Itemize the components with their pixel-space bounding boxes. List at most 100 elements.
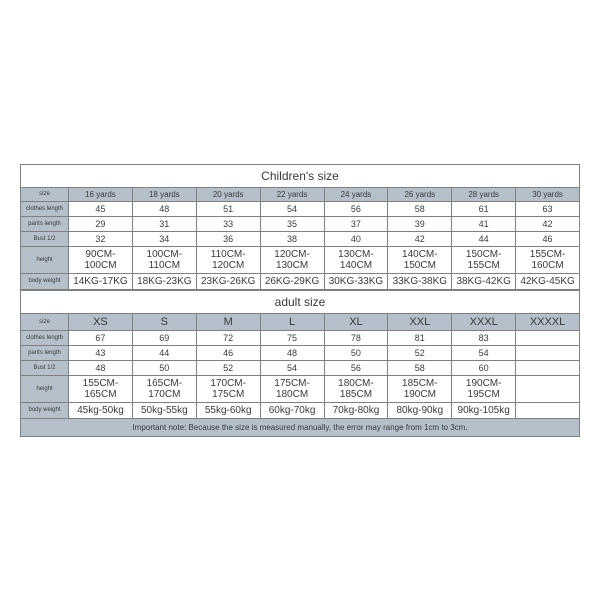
children-title: Children's size: [21, 164, 580, 187]
cell: 110CM-120CM: [196, 246, 260, 273]
cell: [516, 402, 580, 418]
col-18: 18 yards: [132, 187, 196, 201]
cell: 175CM-180CM: [260, 375, 324, 402]
cell: 46: [196, 345, 260, 360]
cell: 61: [452, 201, 516, 216]
row-label: height: [21, 375, 69, 402]
cell: 155CM-165CM: [69, 375, 133, 402]
cell: 54: [260, 360, 324, 375]
cell: 120CM-130CM: [260, 246, 324, 273]
cell: 190CM-195CM: [452, 375, 516, 402]
cell: 56: [324, 360, 388, 375]
cell: 90kg-105kg: [452, 402, 516, 418]
col-m: M: [196, 313, 260, 330]
cell: 54: [260, 201, 324, 216]
cell: 58: [388, 201, 452, 216]
cell: 185CM-190CM: [388, 375, 452, 402]
table-row: Bust 1/2 48 50 52 54 56 58 60: [21, 360, 580, 375]
table-row: pants length 29 31 33 35 37 39 41 42: [21, 216, 580, 231]
cell: 44: [132, 345, 196, 360]
cell: 14KG-17KG: [69, 273, 133, 289]
cell: 130CM-140CM: [324, 246, 388, 273]
row-label: body weight: [21, 402, 69, 418]
cell: 23KG-26KG: [196, 273, 260, 289]
table-row: height 155CM-165CM 165CM-170CM 170CM-175…: [21, 375, 580, 402]
cell: 46: [516, 231, 580, 246]
col-30: 30 yards: [516, 187, 580, 201]
cell: 140CM-150CM: [388, 246, 452, 273]
cell: 26KG-29KG: [260, 273, 324, 289]
cell: 31: [132, 216, 196, 231]
cell: 51: [196, 201, 260, 216]
col-l: L: [260, 313, 324, 330]
cell: 81: [388, 330, 452, 345]
children-title-row: Children's size: [21, 164, 580, 187]
note-row: Important note: Because the size is meas…: [21, 418, 580, 436]
cell: 38KG-42KG: [452, 273, 516, 289]
row-label: body weight: [21, 273, 69, 289]
cell: 29: [69, 216, 133, 231]
cell: 40: [324, 231, 388, 246]
cell: 80kg-90kg: [388, 402, 452, 418]
row-label: pants length: [21, 216, 69, 231]
cell: 70kg-80kg: [324, 402, 388, 418]
table-row: Bust 1/2 32 34 36 38 40 42 44 46: [21, 231, 580, 246]
cell: 72: [196, 330, 260, 345]
col-size: size: [21, 187, 69, 201]
row-label: Bust 1/2: [21, 360, 69, 375]
cell: [516, 360, 580, 375]
table-row: pants length 43 44 46 48 50 52 54: [21, 345, 580, 360]
cell: 34: [132, 231, 196, 246]
cell: 50kg-55kg: [132, 402, 196, 418]
cell: 33: [196, 216, 260, 231]
col-28: 28 yards: [452, 187, 516, 201]
cell: 48: [132, 201, 196, 216]
cell: 39: [388, 216, 452, 231]
cell: 180CM-185CM: [324, 375, 388, 402]
col-20: 20 yards: [196, 187, 260, 201]
cell: 58: [388, 360, 452, 375]
col-size: size: [21, 313, 69, 330]
table-row: body weight 14KG-17KG 18KG-23KG 23KG-26K…: [21, 273, 580, 289]
cell: [516, 345, 580, 360]
cell: 30KG-33KG: [324, 273, 388, 289]
cell: 56: [324, 201, 388, 216]
adult-title-row: adult size: [21, 290, 580, 313]
cell: 69: [132, 330, 196, 345]
cell: 32: [69, 231, 133, 246]
cell: 33KG-38KG: [388, 273, 452, 289]
cell: 78: [324, 330, 388, 345]
col-16: 16 yards: [69, 187, 133, 201]
cell: 100CM-110CM: [132, 246, 196, 273]
cell: 75: [260, 330, 324, 345]
cell: 90CM-100CM: [69, 246, 133, 273]
cell: 155CM-160CM: [516, 246, 580, 273]
col-22: 22 yards: [260, 187, 324, 201]
cell: 43: [69, 345, 133, 360]
cell: 50: [132, 360, 196, 375]
col-s: S: [132, 313, 196, 330]
table-row: height 90CM-100CM 100CM-110CM 110CM-120C…: [21, 246, 580, 273]
adult-header-row: size XS S M L XL XXL XXXL XXXXL: [21, 313, 580, 330]
cell: 165CM-170CM: [132, 375, 196, 402]
cell: 83: [452, 330, 516, 345]
cell: 60: [452, 360, 516, 375]
cell: 18KG-23KG: [132, 273, 196, 289]
cell: 67: [69, 330, 133, 345]
children-header-row: size 16 yards 18 yards 20 yards 22 yards…: [21, 187, 580, 201]
cell: 42KG-45KG: [516, 273, 580, 289]
cell: 48: [69, 360, 133, 375]
cell: 45kg-50kg: [69, 402, 133, 418]
row-label: clothes length: [21, 330, 69, 345]
cell: 63: [516, 201, 580, 216]
table-row: clothes length 45 48 51 54 56 58 61 63: [21, 201, 580, 216]
col-26: 26 yards: [388, 187, 452, 201]
table-row: clothes length 67 69 72 75 78 81 83: [21, 330, 580, 345]
cell: 52: [196, 360, 260, 375]
row-label: height: [21, 246, 69, 273]
cell: 42: [516, 216, 580, 231]
cell: 170CM-175CM: [196, 375, 260, 402]
col-xl: XL: [324, 313, 388, 330]
adult-size-table: adult size size XS S M L XL XXL XXXL XXX…: [20, 290, 580, 437]
col-xs: XS: [69, 313, 133, 330]
